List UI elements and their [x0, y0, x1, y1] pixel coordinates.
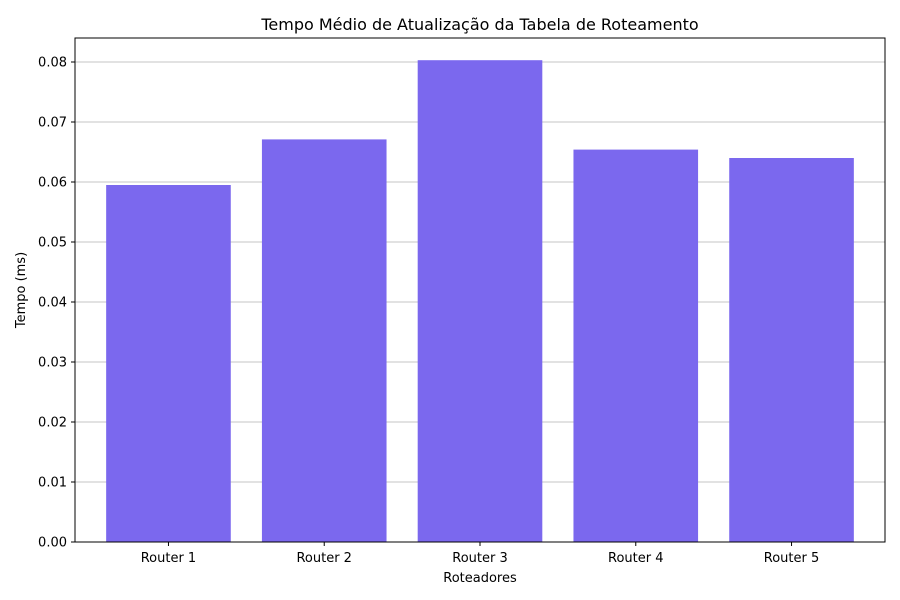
x-tick-label: Router 4	[608, 551, 664, 566]
bar-router-4	[573, 149, 699, 542]
y-tick-label: 0.06	[38, 176, 67, 191]
y-tick-label: 0.05	[38, 236, 67, 251]
y-axis-label: Tempo (ms)	[14, 252, 29, 329]
y-tick-label: 0.01	[38, 476, 67, 491]
y-tick-label: 0.02	[38, 416, 67, 431]
y-tick-label: 0.04	[38, 296, 67, 311]
bar-router-1	[106, 185, 231, 542]
bar-router-5	[729, 158, 854, 542]
y-tick-label: 0.07	[38, 116, 67, 131]
x-tick-label: Router 5	[764, 551, 820, 566]
y-tick-label: 0.00	[38, 536, 67, 551]
chart-title: Tempo Médio de Atualização da Tabela de …	[260, 15, 698, 34]
bars	[106, 60, 854, 542]
y-axis-ticks: 0.00 0.01 0.02 0.03 0.04 0.05 0.06 0.07 0.08	[38, 56, 75, 551]
x-axis-ticks: Router 1 Router 2 Router 3 Router 4 Router 5	[141, 542, 820, 566]
bar-router-3	[417, 60, 543, 542]
bar-router-2	[261, 139, 387, 542]
y-tick-label: 0.03	[38, 356, 67, 371]
x-tick-label: Router 1	[141, 551, 197, 566]
x-axis-label: Roteadores	[443, 571, 517, 586]
x-tick-label: Router 2	[296, 551, 352, 566]
y-tick-label: 0.08	[38, 56, 67, 71]
x-tick-label: Router 3	[452, 551, 508, 566]
